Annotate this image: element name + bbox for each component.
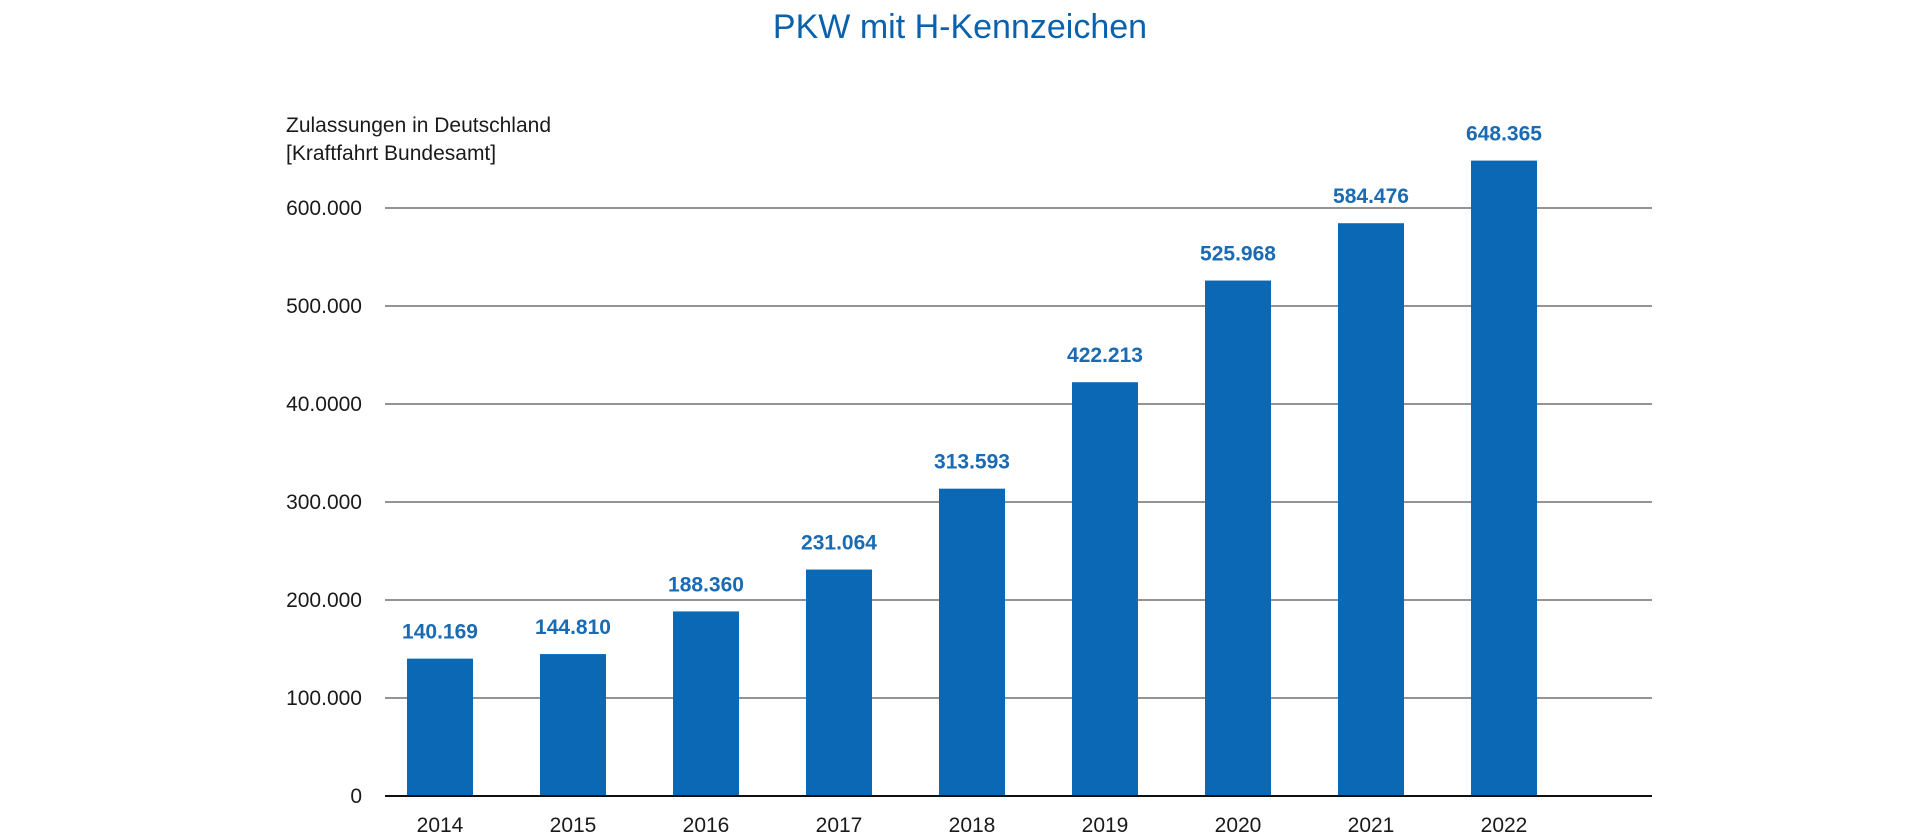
bar-value-label: 648.365 bbox=[1466, 123, 1542, 146]
y-axis-label-line-2: [Kraftfahrt Bundesamt] bbox=[286, 142, 496, 165]
y-tick-label: 0 bbox=[350, 785, 362, 808]
bar bbox=[407, 658, 473, 796]
y-tick-label: 100.000 bbox=[286, 687, 362, 710]
x-tick-label: 2020 bbox=[1215, 814, 1262, 835]
bar bbox=[1338, 223, 1404, 797]
y-tick-label: 40.0000 bbox=[286, 393, 362, 416]
gridlines bbox=[385, 207, 1652, 699]
bar-value-label: 313.593 bbox=[934, 451, 1010, 474]
x-tick-label: 2018 bbox=[949, 814, 996, 835]
x-tick-label: 2019 bbox=[1082, 814, 1129, 835]
value-labels: 140.169 144.810 188.360 231.064 313.593 422.2… bbox=[402, 123, 1542, 644]
y-tick-labels: 0 100.000 200.000 300.000 40.0000 500.000 600.… bbox=[286, 197, 362, 808]
bar bbox=[939, 488, 1005, 796]
bar bbox=[1205, 280, 1271, 796]
y-tick-label: 200.000 bbox=[286, 589, 362, 612]
bar bbox=[673, 611, 739, 796]
x-tick-label: 2014 bbox=[417, 814, 464, 835]
bar bbox=[1471, 160, 1537, 796]
x-tick-label: 2022 bbox=[1481, 814, 1528, 835]
bar-value-label: 422.213 bbox=[1067, 344, 1143, 367]
bar-value-label: 584.476 bbox=[1333, 185, 1409, 208]
bar-value-label: 188.360 bbox=[668, 573, 744, 596]
chart-title: PKW mit H-Kennzeichen bbox=[773, 8, 1147, 46]
bar-value-label: 140.169 bbox=[402, 621, 478, 644]
bar-value-label: 231.064 bbox=[801, 532, 877, 555]
bar bbox=[540, 654, 606, 796]
bar bbox=[1072, 382, 1138, 796]
x-tick-label: 2016 bbox=[683, 814, 730, 835]
x-tick-label: 2021 bbox=[1348, 814, 1395, 835]
bar-value-label: 525.968 bbox=[1200, 243, 1276, 266]
x-tick-label: 2015 bbox=[550, 814, 597, 835]
y-tick-label: 500.000 bbox=[286, 295, 362, 318]
y-tick-label: 300.000 bbox=[286, 491, 362, 514]
y-tick-label: 600.000 bbox=[286, 197, 362, 220]
bars bbox=[407, 160, 1537, 797]
x-tick-label: 2017 bbox=[816, 814, 863, 835]
x-tick-labels: 2014 2015 2016 2017 2018 2019 2020 2021 2022 bbox=[417, 814, 1528, 835]
bar-value-label: 144.810 bbox=[535, 616, 611, 639]
y-axis-label-line-1: Zulassungen in Deutschland bbox=[286, 114, 551, 137]
bar bbox=[806, 569, 872, 796]
